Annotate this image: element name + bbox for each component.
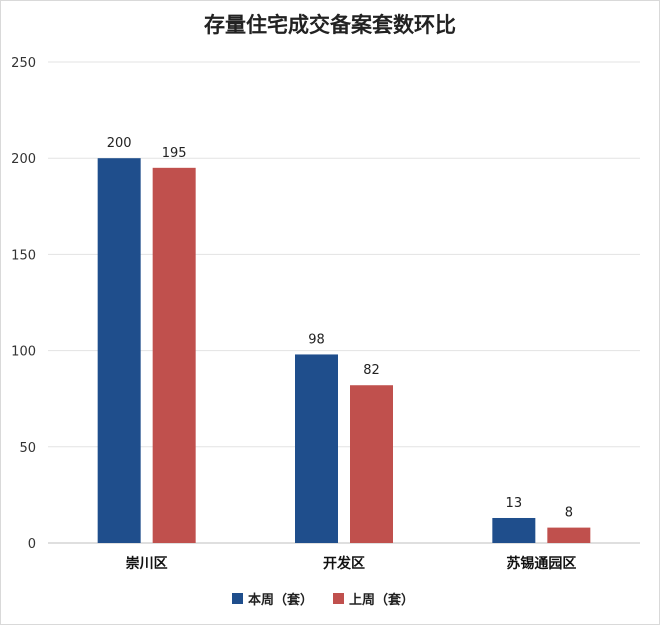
legend-label: 本周（套）: [248, 592, 313, 608]
y-tick-label: 100: [11, 345, 36, 360]
y-axis: 0 50 100 150 200 250: [11, 56, 36, 552]
bar: [350, 385, 393, 543]
legend-swatch: [232, 593, 243, 604]
bar: [97, 158, 141, 543]
data-label: 13: [506, 496, 523, 511]
legend-label: 上周（套）: [349, 592, 414, 608]
legend: 本周（套） 上周（套）: [232, 592, 414, 608]
bar: [152, 167, 196, 543]
y-tick-label: 50: [19, 441, 36, 456]
data-label: 195: [162, 146, 187, 161]
y-tick-label: 250: [11, 56, 36, 71]
data-label: 200: [107, 136, 132, 151]
y-tick-label: 200: [11, 152, 36, 167]
x-category-label: 开发区: [323, 555, 365, 572]
gridlines: [48, 61, 640, 544]
y-tick-label: 0: [28, 537, 36, 552]
x-category-label: 崇川区: [126, 555, 168, 572]
bar: [547, 527, 591, 543]
data-label: 8: [565, 506, 573, 521]
x-axis: 崇川区 开发区 苏锡通园区: [126, 555, 577, 572]
data-label: 98: [308, 332, 325, 347]
chart-title: 存量住宅成交备案套数环比: [204, 13, 456, 37]
legend-swatch: [333, 593, 344, 604]
data-label: 82: [363, 363, 380, 378]
y-tick-label: 150: [11, 248, 36, 263]
data-labels: 200 195 98 82 13 8: [107, 136, 573, 520]
bar: [492, 517, 536, 543]
bar: [295, 354, 338, 543]
x-category-label: 苏锡通园区: [506, 555, 576, 572]
bars: [97, 158, 591, 543]
